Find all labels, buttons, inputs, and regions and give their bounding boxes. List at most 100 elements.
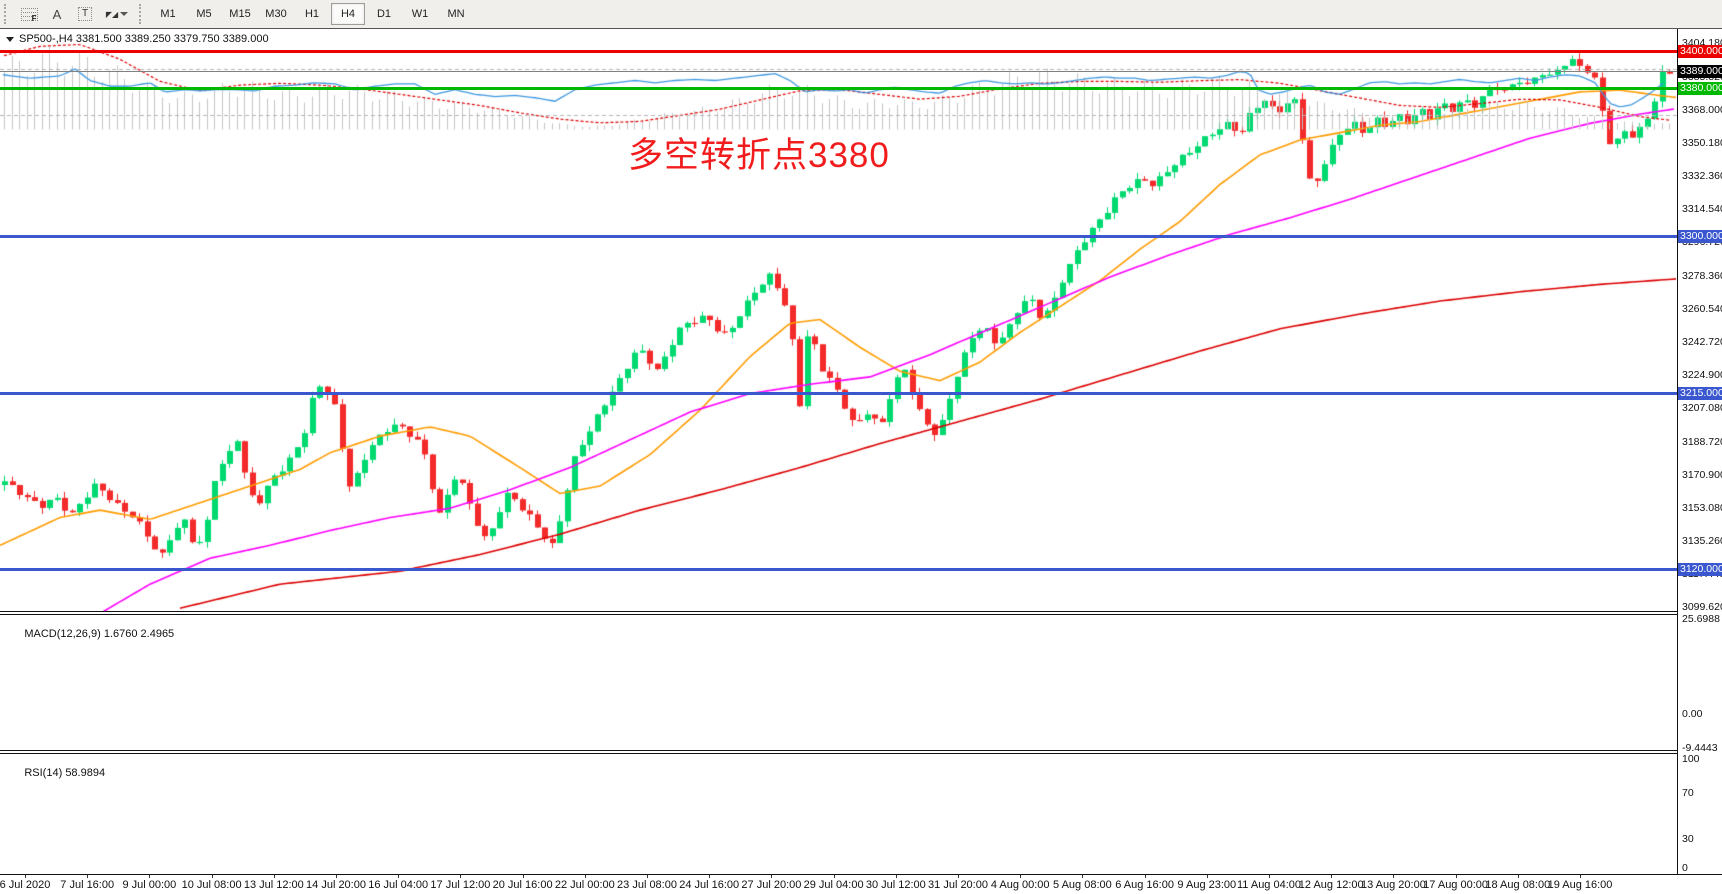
hline-3400[interactable]	[0, 49, 1677, 53]
time-tick	[1082, 875, 1084, 878]
timeframe-button-H4[interactable]: H4	[331, 3, 365, 25]
chart-menu-icon[interactable]	[6, 36, 14, 42]
price-tick: 3332.360	[1682, 170, 1722, 183]
toolbar-grip[interactable]	[139, 4, 144, 24]
timeframe-button-W1[interactable]: W1	[411, 8, 429, 20]
price-tick: 3260.540	[1682, 303, 1722, 316]
hline-3120[interactable]	[0, 567, 1677, 571]
price-axis-border	[1677, 29, 1678, 875]
time-tick	[1020, 875, 1022, 878]
time-tick	[1455, 875, 1457, 878]
ohlc-values: 3381.500 3389.250 3379.750 3389.000	[75, 33, 269, 45]
time-tick	[460, 875, 462, 878]
rsi-scale-tick: 0	[1682, 862, 1688, 874]
time-tick	[1269, 875, 1270, 878]
rsi-scale-tick: 70	[1682, 787, 1694, 799]
text-label-icon[interactable]: T	[74, 4, 96, 24]
fibonacci-icon[interactable]: F	[18, 4, 40, 24]
text-icon[interactable]: A	[46, 4, 68, 24]
price-badge-3400.000: 3400.000	[1678, 44, 1722, 58]
time-axis[interactable]: 6 Jul 2020 7 Jul 16:00 9 Jul 00:00 10 Jul 0…	[0, 874, 1722, 894]
time-label: 17 Aug 00:00	[1423, 879, 1489, 891]
time-label: 23 Jul 08:00	[617, 879, 677, 891]
time-label: 19 Aug 16:00	[1547, 879, 1613, 891]
time-tick	[149, 875, 151, 878]
time-label: 7 Jul 16:00	[60, 879, 115, 891]
time-tick	[584, 875, 586, 878]
pane-separator[interactable]	[0, 611, 1678, 615]
time-label: 6 Jul 2020	[0, 879, 51, 891]
macd-scale-tick: 0.00	[1682, 707, 1703, 720]
text-label-glyph: T	[77, 7, 93, 21]
price-badge-3215.000: 3215.000	[1678, 387, 1722, 401]
time-tick	[1517, 875, 1519, 878]
time-label: 27 Jul 20:00	[741, 879, 802, 891]
time-tick	[1580, 875, 1581, 878]
time-tick	[398, 875, 400, 878]
time-label: 16 Jul 04:00	[368, 879, 429, 891]
symbol-ohlc-line: SP500-,H4 3381.500 3389.250 3379.750 338…	[6, 33, 269, 45]
time-tick	[211, 875, 213, 878]
time-tick	[25, 875, 26, 878]
text-glyph: A	[52, 6, 62, 22]
toolbar-grip[interactable]	[4, 4, 9, 24]
price-badge-3120.000: 3120.000	[1678, 562, 1722, 576]
time-label: 29 Jul 04:00	[803, 879, 864, 891]
timeframe-group: M1 M5 M15 M30 H1 H4 D1 W1 MN	[150, 3, 474, 25]
time-tick	[1331, 875, 1333, 878]
arrows-glyph: ◤◢	[105, 9, 119, 19]
price-badge-3300.000: 3300.000	[1678, 229, 1722, 243]
chevron-down-icon[interactable]	[120, 12, 129, 16]
time-tick	[273, 875, 275, 878]
price-tick: 3135.260	[1682, 535, 1722, 548]
chart-annotation-text[interactable]: 多空转折点3380	[628, 136, 890, 175]
pane-separator[interactable]	[0, 750, 1678, 754]
arrows-icon[interactable]: ◤◢	[102, 4, 132, 24]
hline-3380[interactable]	[0, 86, 1677, 90]
time-label: 5 Aug 08:00	[1053, 879, 1112, 891]
rsi-canvas[interactable]	[0, 29, 1678, 151]
timeframe-button-H1[interactable]: H1	[304, 8, 320, 20]
chart-window: SP500-,H4 3381.500 3389.250 3379.750 338…	[0, 28, 1722, 894]
time-label: 11 Aug 04:00	[1236, 879, 1302, 891]
time-tick	[647, 875, 648, 878]
timeframe-button-M5[interactable]: M5	[196, 8, 212, 20]
timeframe-button-M30[interactable]: M30	[265, 8, 287, 20]
time-label: 20 Jul 16:00	[492, 879, 553, 891]
time-label: 31 Jul 20:00	[928, 879, 988, 891]
time-label: 9 Aug 23:00	[1177, 879, 1237, 891]
time-label: 18 Aug 08:00	[1485, 879, 1551, 891]
time-tick	[1206, 875, 1208, 878]
price-tick: 3278.360	[1682, 270, 1722, 283]
time-tick	[336, 875, 337, 878]
time-label: 22 Jul 00:00	[554, 879, 615, 891]
time-tick	[1144, 875, 1146, 878]
time-tick	[709, 875, 711, 878]
time-label: 30 Jul 12:00	[865, 879, 926, 891]
time-tick	[771, 875, 773, 878]
price-tick: 3153.080	[1682, 502, 1722, 515]
time-label: 13 Jul 12:00	[243, 879, 304, 891]
time-label: 12 Aug 12:00	[1298, 879, 1364, 891]
price-badge-3380.000: 3380.000	[1678, 81, 1722, 95]
hline-3300[interactable]	[0, 234, 1677, 238]
hline-3215[interactable]	[0, 392, 1677, 396]
time-tick	[958, 875, 959, 878]
time-label: 24 Jul 16:00	[679, 879, 740, 891]
time-tick	[522, 875, 524, 878]
timeframe-button-MN[interactable]: MN	[447, 8, 465, 20]
time-label: 14 Jul 20:00	[306, 879, 366, 891]
price-tick: 3207.080	[1682, 402, 1722, 415]
time-label: 10 Jul 08:00	[181, 879, 242, 891]
time-label: 17 Jul 12:00	[430, 879, 491, 891]
rsi-label: RSI(14) 58.9894	[24, 767, 106, 779]
timeframe-button-D1[interactable]: D1	[376, 8, 392, 20]
price-badge-3389.000: 3389.000	[1678, 65, 1722, 79]
time-label: 13 Aug 20:00	[1360, 879, 1426, 891]
timeframe-button-M15[interactable]: M15	[229, 8, 251, 20]
timeframe-button-M1[interactable]: M1	[160, 8, 176, 20]
macd-label: MACD(12,26,9) 1.6760 2.4965	[24, 628, 175, 640]
hline-3389[interactable]	[0, 71, 1677, 73]
price-tick: 3170.900	[1682, 469, 1722, 482]
